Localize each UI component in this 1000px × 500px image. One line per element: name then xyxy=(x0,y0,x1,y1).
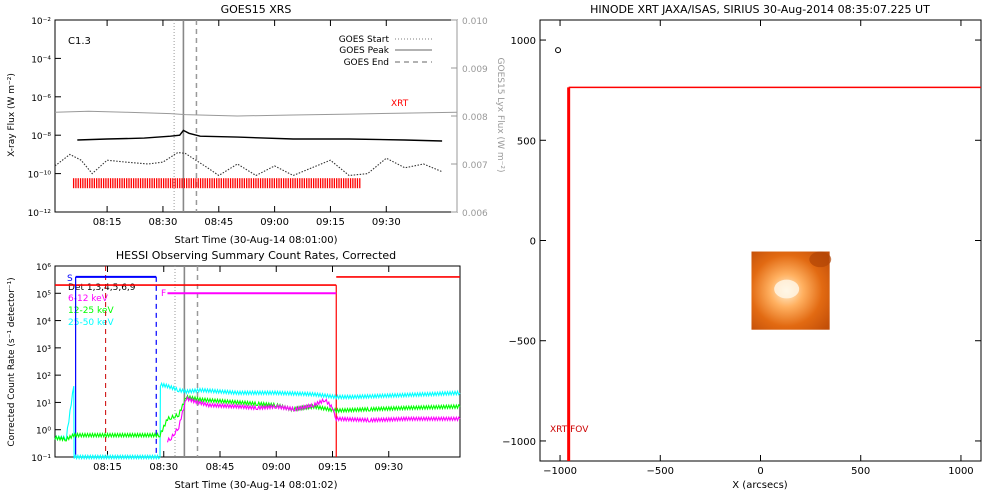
xrt-dark-region xyxy=(809,251,832,268)
hessi-legend-det: Det 1,3,4,5,6,9 xyxy=(68,283,136,293)
goes-legend-peak: GOES Peak xyxy=(339,46,389,56)
hessi-y-tick-label: 10⁶ xyxy=(36,263,51,273)
goes-xrs-panel: GOES15 XRS C1.3 Start Time (30-Aug-14 08… xyxy=(7,3,505,246)
goes-y-tick-label: 10⁻¹⁰ xyxy=(28,171,52,181)
hessi-panel: HESSI Observing Summary Count Rates, Cor… xyxy=(7,249,461,491)
hessi-y-tick-label: 10⁰ xyxy=(36,427,51,437)
goes-y-tick-label: 10⁻⁴ xyxy=(31,55,51,65)
goes-y-tick-label: 10⁻⁸ xyxy=(31,132,51,142)
goes-xrt-label: XRT xyxy=(391,99,409,109)
goes-y-tick-label-right: 0.009 xyxy=(462,65,488,75)
goes-ylabel: X-ray Flux (W m⁻²) xyxy=(7,73,17,157)
xrt-x-tick-label: 500 xyxy=(851,466,870,477)
hessi-legend-12-25: 12-25 keV xyxy=(68,306,114,316)
goes-x-tick-label: 09:15 xyxy=(316,217,345,228)
hessi-y-tick-label: 10³ xyxy=(36,345,51,355)
goes-long-series xyxy=(77,129,443,142)
hessi-y-tick-label: 10⁻¹ xyxy=(31,454,51,464)
hessi-x-tick-label: 09:15 xyxy=(318,462,347,473)
xrt-plot-frame xyxy=(539,19,982,462)
xrt-y-tick-label: 1000 xyxy=(511,36,536,47)
hessi-x-tick-label: 09:30 xyxy=(374,462,403,473)
xrt-marker xyxy=(555,47,562,54)
hessi-x-tick-label: 09:00 xyxy=(262,462,291,473)
goes-x-tick-label: 08:15 xyxy=(93,217,122,228)
goes-legend: GOES Start GOES Peak GOES End xyxy=(339,35,432,68)
goes-legend-end: GOES End xyxy=(344,58,389,68)
hessi-series-1 xyxy=(54,394,461,442)
goes-short-series xyxy=(54,151,443,177)
xrt-y-tick-label: −1000 xyxy=(502,437,536,448)
goes-y-tick-label: 10⁻¹² xyxy=(28,209,52,219)
xrt-y-tick-label: 500 xyxy=(517,136,536,147)
hessi-x-tick-label: 08:30 xyxy=(149,462,178,473)
goes-x-tick-label: 09:30 xyxy=(372,217,401,228)
goes-y-tick-label-right: 0.007 xyxy=(462,161,488,171)
xrt-x-tick-label: 0 xyxy=(757,466,763,477)
goes-legend-start: GOES Start xyxy=(339,35,390,45)
goes-y-tick-label-right: 0.008 xyxy=(462,113,488,123)
hessi-y-tick-label: 10⁵ xyxy=(36,290,51,300)
goes-y-tick-label-right: 0.006 xyxy=(462,209,488,219)
hessi-legend-6-12: 6-12 keV xyxy=(68,294,109,304)
hessi-y-tick-label: 10¹ xyxy=(36,399,51,409)
xrt-title: HINODE XRT JAXA/ISAS, SIRIUS 30-Aug-2014… xyxy=(590,3,930,16)
hessi-x-tick-label: 08:45 xyxy=(206,462,235,473)
hessi-x-tick-label: 08:15 xyxy=(93,462,122,473)
goes-y-tick-label: 10⁻² xyxy=(31,17,51,27)
goes-x-tick-label: 08:45 xyxy=(204,217,233,228)
goes-y-tick-label-right: 0.010 xyxy=(462,17,488,27)
hessi-plot-frame xyxy=(54,265,461,458)
xrt-image-panel: HINODE XRT JAXA/ISAS, SIRIUS 30-Aug-2014… xyxy=(502,3,982,491)
xrt-xlabel: X (arcsecs) xyxy=(732,480,788,491)
xrt-x-tick-label: −500 xyxy=(647,466,674,477)
xrt-y-tick-label: −500 xyxy=(509,337,536,348)
hessi-y-tick-label: 10⁴ xyxy=(36,318,51,328)
goes-ylabel-right: GOES15 Lyx Flux (W m⁻²) xyxy=(495,58,505,173)
xrt-x-tick-label: 1000 xyxy=(948,466,973,477)
hessi-legend: Det 1,3,4,5,6,9 6-12 keV 12-25 keV 25-50… xyxy=(68,283,136,328)
hessi-legend-25-50: 25-50 keV xyxy=(68,318,114,328)
goes-xlabel: Start Time (30-Aug-14 08:01:00) xyxy=(174,235,337,246)
hessi-series-0 xyxy=(54,381,461,461)
hessi-flag-s: S xyxy=(67,274,73,284)
goes-title: GOES15 XRS xyxy=(221,3,292,16)
hessi-title: HESSI Observing Summary Count Rates, Cor… xyxy=(116,249,396,262)
goes-lyx-series xyxy=(54,110,458,117)
hessi-series-2 xyxy=(166,395,461,443)
hessi-xlabel: Start Time (30-Aug-14 08:01:02) xyxy=(174,480,337,491)
hessi-flag-f: F xyxy=(161,289,166,299)
xrt-x-tick-label: −1000 xyxy=(543,466,577,477)
hessi-y-tick-label: 10² xyxy=(36,372,51,382)
goes-y-tick-label: 10⁻⁶ xyxy=(31,94,51,104)
goes-x-tick-label: 08:30 xyxy=(149,217,178,228)
goes-annotation: C1.3 xyxy=(68,36,91,47)
hessi-ylabel: Corrected Count Rate (s⁻¹ detector⁻¹) xyxy=(7,277,17,446)
goes-x-tick-label: 09:00 xyxy=(260,217,289,228)
xrt-bright-core xyxy=(774,279,800,299)
xrt-y-tick-label: 0 xyxy=(530,237,536,248)
